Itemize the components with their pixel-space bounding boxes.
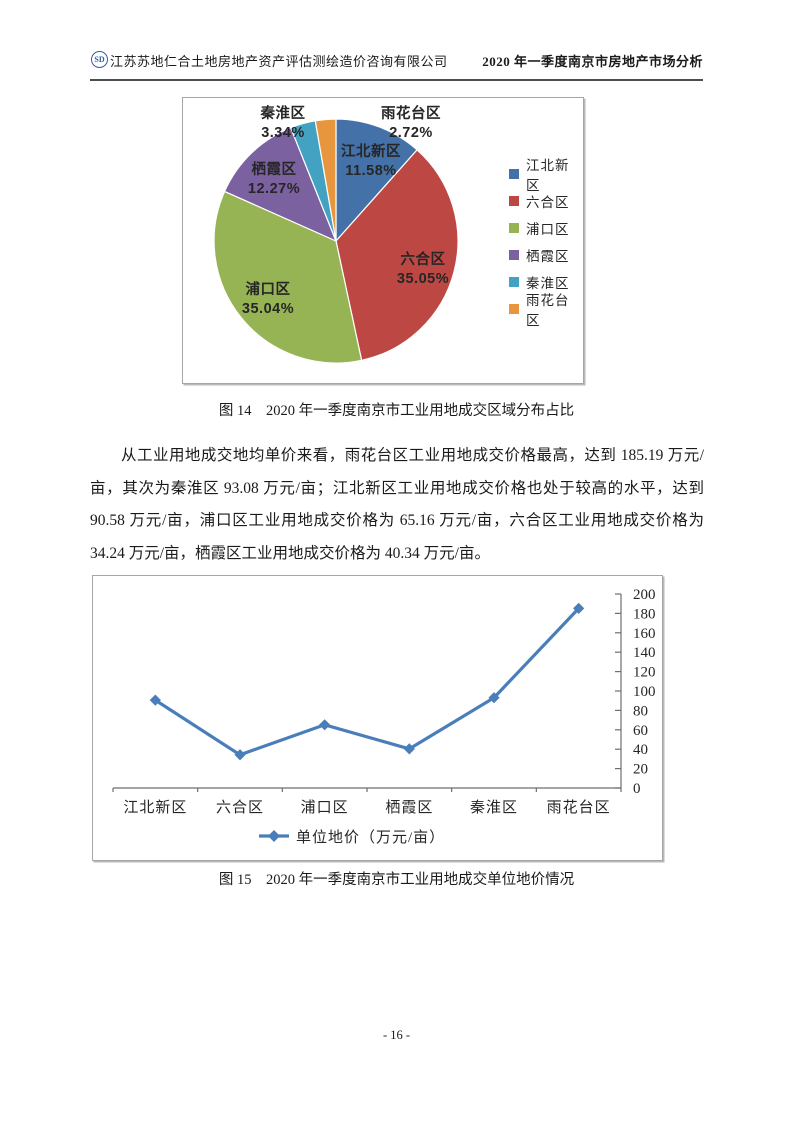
x-category-label: 江北新区 bbox=[123, 799, 187, 816]
legend-swatch bbox=[509, 249, 519, 260]
x-category-label: 六合区 bbox=[216, 799, 264, 816]
y-tick-label: 60 bbox=[633, 723, 648, 739]
line-chart-canvas: 0 20 40 60 80 100 120 140 160 180 200 江北新区 六合区 浦口区 栖霞区… bbox=[112, 587, 656, 846]
y-tick-label: 20 bbox=[633, 762, 648, 778]
x-category-label: 浦口区 bbox=[301, 799, 349, 816]
pie-slice-label: 浦口区 bbox=[246, 280, 291, 298]
header-company-name: 江苏苏地仁合土地房地产资产评估测绘造价咨询有限公司 bbox=[110, 54, 448, 69]
data-point-marker bbox=[319, 719, 331, 731]
y-tick-label: 120 bbox=[633, 665, 656, 681]
page-number: - 16 - bbox=[382, 1028, 411, 1042]
pie-slice-label: 秦淮区 bbox=[260, 104, 306, 122]
legend-label: 江北新区 bbox=[526, 157, 570, 193]
line-legend-label: 单位地价（万元/亩） bbox=[296, 828, 445, 846]
body-paragraph: 从工业用地成交地均单价来看，雨花台区工业用地成交价格最高，达到 185.19 万… bbox=[90, 447, 704, 562]
pie-chart-figure: 江北新区 11.58% 六合区 35.05% 浦口区 35.04% 栖霞区 12.27% 秦淮区… bbox=[182, 97, 584, 384]
pie-slice-3 bbox=[213, 190, 363, 364]
pie-legend-item: 秦淮区 bbox=[509, 268, 583, 295]
legend-swatch bbox=[509, 303, 519, 314]
pie-slice-value: 11.58% bbox=[345, 163, 396, 179]
y-tick-label: 80 bbox=[633, 703, 648, 719]
pie-legend-item: 浦口区 bbox=[509, 214, 583, 241]
line-chart-figure: 0 20 40 60 80 100 120 140 160 180 200 江北新区 六合区 浦口区 栖霞区… bbox=[92, 575, 663, 861]
figure15-caption: 图 15 2020 年一季度南京市工业用地成交单位地价情况 bbox=[218, 872, 575, 888]
pie-legend-item: 江北新区 bbox=[509, 158, 583, 193]
pie-slice-4 bbox=[223, 126, 338, 243]
figure14-caption: 图 14 2020 年一季度南京市工业用地成交区域分布占比 bbox=[218, 403, 575, 419]
header-report-title: 2020 年一季度南京市房地产市场分析 bbox=[482, 54, 703, 69]
y-tick-label: 0 bbox=[633, 781, 641, 797]
data-point-marker bbox=[149, 694, 161, 706]
legend-marker-sample bbox=[268, 830, 280, 842]
y-tick-label: 200 bbox=[633, 587, 656, 603]
pie-legend-item: 栖霞区 bbox=[509, 241, 583, 268]
pie-slice-6 bbox=[314, 118, 337, 242]
data-line bbox=[154, 607, 580, 757]
pie-slice-1 bbox=[335, 118, 418, 243]
y-tick-label: 100 bbox=[633, 684, 656, 700]
data-point-marker bbox=[573, 602, 585, 614]
y-tick-label: 160 bbox=[633, 626, 656, 642]
x-category-label: 雨花台区 bbox=[547, 799, 611, 816]
pie-slice-label: 六合区 bbox=[401, 250, 446, 268]
pie-slice-2 bbox=[335, 149, 459, 362]
pie-slice-value: 35.05% bbox=[397, 271, 449, 287]
pie-slice-label: 雨花台区 bbox=[381, 104, 441, 122]
header-divider bbox=[90, 79, 703, 81]
x-category-label: 栖霞区 bbox=[385, 799, 433, 816]
data-point-marker bbox=[488, 692, 500, 704]
y-tick-label: 140 bbox=[633, 645, 656, 661]
company-logo: SD bbox=[91, 51, 108, 68]
pie-slice-value: 2.72% bbox=[389, 125, 433, 141]
y-tick-label: 180 bbox=[633, 606, 656, 622]
pie-slice-value: 12.27% bbox=[248, 181, 300, 197]
y-tick-label: 40 bbox=[633, 742, 648, 758]
pie-slice-label: 栖霞区 bbox=[252, 160, 297, 178]
legend-label: 浦口区 bbox=[526, 221, 570, 237]
legend-label: 秦淮区 bbox=[526, 275, 570, 291]
pie-legend-item: 六合区 bbox=[509, 187, 583, 214]
legend-swatch bbox=[509, 222, 519, 233]
pie-slice-value: 35.04% bbox=[242, 301, 294, 317]
legend-label: 雨花台区 bbox=[526, 292, 570, 328]
x-category-label: 秦淮区 bbox=[470, 799, 518, 816]
legend-swatch bbox=[509, 276, 519, 287]
legend-swatch bbox=[509, 195, 519, 206]
pie-slice-value: 3.34% bbox=[261, 125, 305, 141]
pie-chart-canvas: 江北新区 11.58% 六合区 35.05% 浦口区 35.04% 栖霞区 12.27% 秦淮区… bbox=[213, 104, 459, 364]
legend-label: 六合区 bbox=[526, 194, 570, 210]
pie-slice-label: 江北新区 bbox=[341, 142, 401, 160]
pie-legend-item: 雨花台区 bbox=[509, 293, 583, 328]
legend-label: 栖霞区 bbox=[526, 248, 570, 264]
legend-swatch bbox=[509, 168, 519, 179]
pie-legend: 江北新区 六合区浦口区栖霞区秦淮区 雨花台区 bbox=[509, 158, 583, 328]
